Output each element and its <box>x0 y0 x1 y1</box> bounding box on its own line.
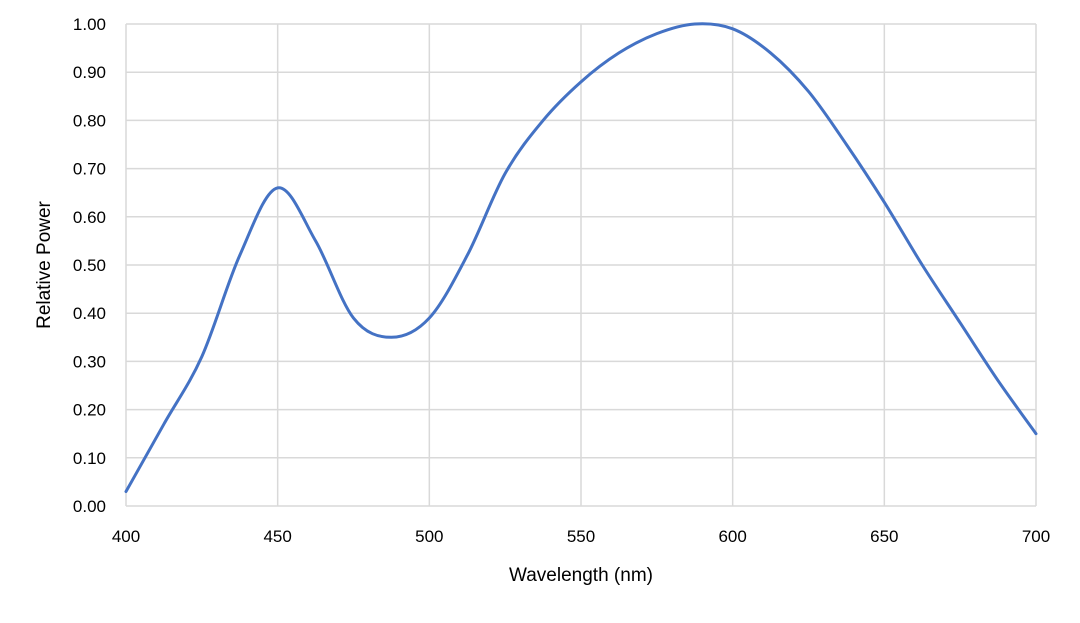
x-tick-label: 600 <box>718 527 746 546</box>
y-tick-label: 0.40 <box>73 304 106 323</box>
x-tick-label: 500 <box>415 527 443 546</box>
x-tick-label: 550 <box>567 527 595 546</box>
y-axis-ticks: 0.00 0.10 0.20 0.30 0.40 0.50 0.60 0.70 0.80 0.90… <box>73 15 106 516</box>
x-tick-label: 400 <box>112 527 140 546</box>
gridlines <box>125 23 1037 507</box>
x-tick-label: 450 <box>263 527 291 546</box>
y-tick-label: 1.00 <box>73 15 106 34</box>
x-tick-label: 650 <box>870 527 898 546</box>
y-tick-label: 0.80 <box>73 111 106 130</box>
y-tick-label: 0.00 <box>73 497 106 516</box>
y-tick-label: 0.30 <box>73 352 106 371</box>
series-line <box>124 22 1038 494</box>
x-axis-ticks: 400 450 500 550 600 650 700 <box>112 527 1050 546</box>
y-tick-label: 0.50 <box>73 256 106 275</box>
y-tick-label: 0.60 <box>73 208 106 227</box>
y-tick-label: 0.20 <box>73 401 106 420</box>
y-tick-label: 0.70 <box>73 160 106 179</box>
y-tick-label: 0.10 <box>73 449 106 468</box>
y-tick-label: 0.90 <box>73 63 106 82</box>
y-axis-label: Relative Power <box>34 200 55 328</box>
x-tick-label: 700 <box>1022 527 1050 546</box>
x-axis-label: Wavelength (nm) <box>509 565 653 586</box>
